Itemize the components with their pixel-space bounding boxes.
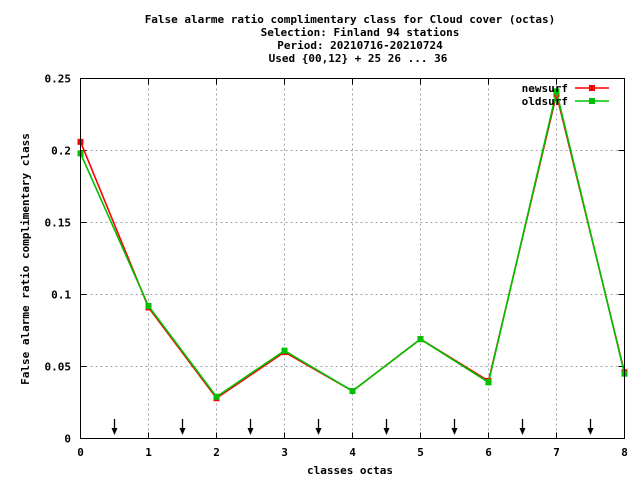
arrow-head bbox=[315, 428, 322, 435]
arrow-marks bbox=[111, 419, 594, 435]
data-point bbox=[281, 347, 288, 354]
down-arrow-icon bbox=[247, 419, 254, 435]
arrow-head bbox=[519, 428, 526, 435]
down-arrow-icon bbox=[519, 419, 526, 435]
x-tick-label: 5 bbox=[417, 446, 424, 459]
y-tick-labels: 0 0.05 0.1 0.15 0.2 0.25 bbox=[45, 73, 72, 446]
x-tick-label: 3 bbox=[281, 446, 288, 459]
x-tick-label: 1 bbox=[145, 446, 152, 459]
x-tick-label: 0 bbox=[77, 446, 84, 459]
arrow-head bbox=[179, 428, 186, 435]
x-tick-label: 7 bbox=[553, 446, 560, 459]
legend-marker-newsurf bbox=[589, 85, 595, 91]
grid bbox=[80, 78, 625, 439]
arrow-head bbox=[247, 428, 254, 435]
data-point bbox=[213, 393, 220, 400]
down-arrow-icon bbox=[179, 419, 186, 435]
x-tick-labels: 0 1 2 3 4 5 6 7 8 bbox=[77, 446, 628, 459]
legend-marker-oldsurf bbox=[589, 98, 595, 104]
down-arrow-icon bbox=[111, 419, 118, 435]
title-line-2: Selection: Finland 94 stations bbox=[261, 26, 460, 39]
x-tick-label: 4 bbox=[349, 446, 356, 459]
title-line-1: False alarme ratio complimentary class f… bbox=[145, 13, 556, 26]
y-tick-label: 0 bbox=[64, 433, 71, 446]
down-arrow-icon bbox=[451, 419, 458, 435]
chart-title: False alarme ratio complimentary class f… bbox=[145, 13, 556, 65]
legend-label-oldsurf: oldsurf bbox=[522, 95, 568, 108]
y-tick-label: 0.2 bbox=[51, 145, 71, 158]
y-tick-label: 0.05 bbox=[45, 361, 72, 374]
y-tick-label: 0.25 bbox=[45, 73, 72, 86]
title-line-3: Period: 20210716-20210724 bbox=[277, 39, 443, 52]
arrow-head bbox=[451, 428, 458, 435]
x-tick-label: 8 bbox=[621, 446, 628, 459]
data-point bbox=[485, 379, 492, 386]
y-tick-label: 0.1 bbox=[51, 289, 71, 302]
y-tick-label: 0.15 bbox=[45, 217, 72, 230]
y-axis-label: False alarme ratio complimentary class bbox=[19, 133, 32, 385]
arrow-head bbox=[587, 428, 594, 435]
down-arrow-icon bbox=[315, 419, 322, 435]
data-point bbox=[553, 88, 560, 95]
down-arrow-icon bbox=[383, 419, 390, 435]
plot-frame bbox=[80, 78, 625, 439]
data-point bbox=[417, 336, 424, 343]
arrow-head bbox=[111, 428, 118, 435]
x-axis-label: classes octas bbox=[307, 464, 393, 477]
down-arrow-icon bbox=[587, 419, 594, 435]
data-point bbox=[349, 387, 356, 394]
data-point bbox=[145, 303, 152, 310]
title-line-4: Used {00,12} + 25 26 ... 36 bbox=[269, 52, 448, 65]
x-tick-label: 6 bbox=[485, 446, 492, 459]
x-tick-label: 2 bbox=[213, 446, 220, 459]
arrow-head bbox=[383, 428, 390, 435]
legend-label-newsurf: newsurf bbox=[522, 82, 568, 95]
